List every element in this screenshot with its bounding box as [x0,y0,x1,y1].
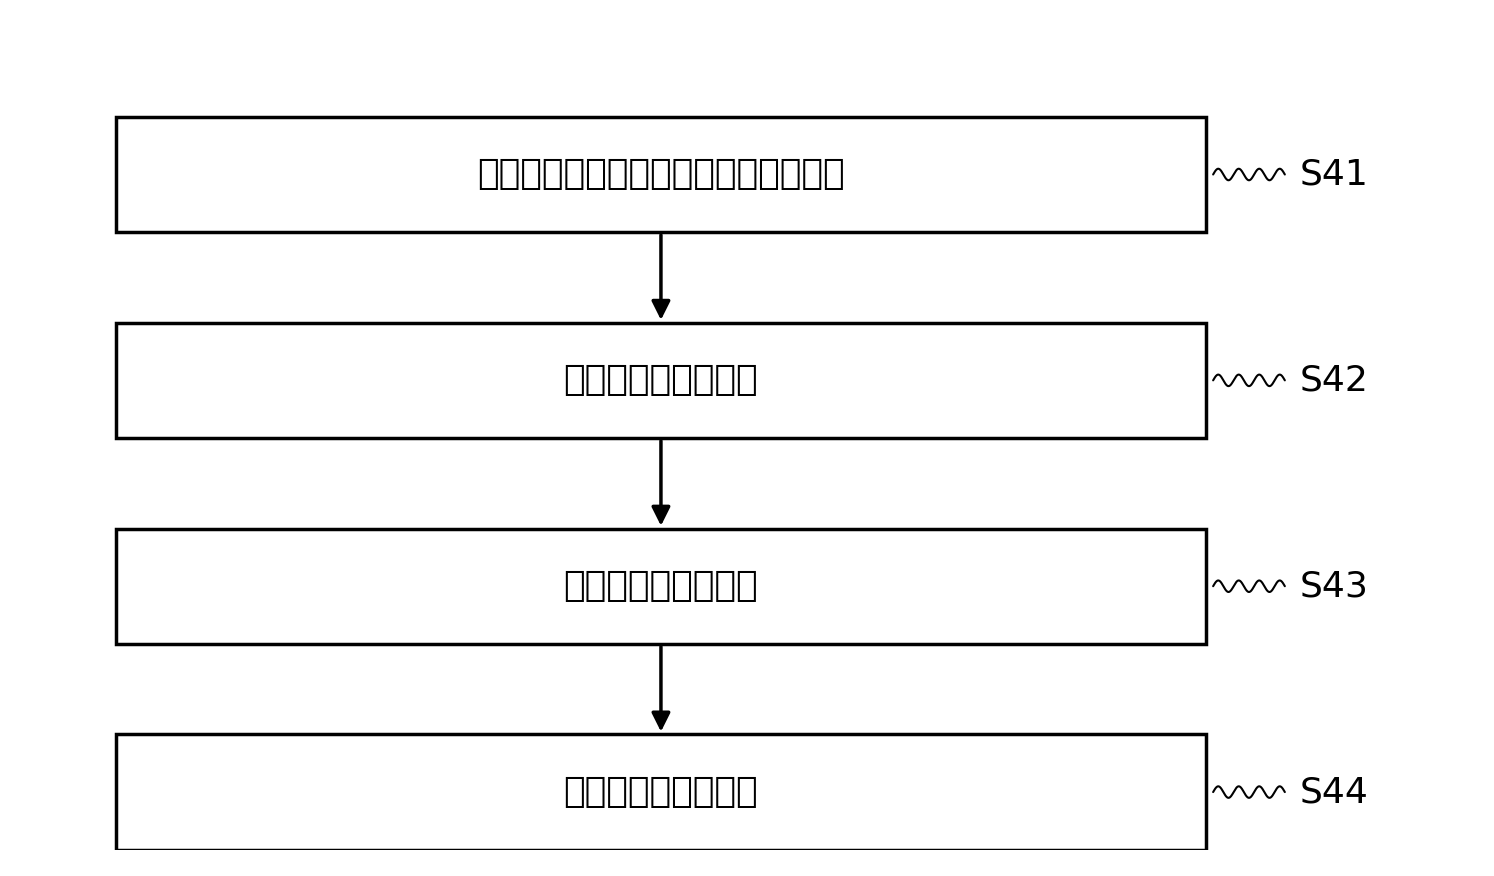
Text: 进行一元件配置步骤: 进行一元件配置步骤 [563,364,759,398]
Bar [117,734,1206,850]
Text: 进行一影像获取步骤: 进行一影像获取步骤 [563,569,759,604]
Bar [117,322,1206,438]
Text: 提供多个影像获取装置及多个投射光源: 提供多个影像获取装置及多个投射光源 [477,158,844,192]
Bar [117,528,1206,644]
Text: S43: S43 [1300,569,1369,604]
Text: S41: S41 [1300,158,1369,192]
Text: S42: S42 [1300,364,1369,398]
Text: S44: S44 [1300,775,1369,809]
Text: 进行一缺陷判断步骤: 进行一缺陷判断步骤 [563,775,759,809]
Bar [117,117,1206,232]
